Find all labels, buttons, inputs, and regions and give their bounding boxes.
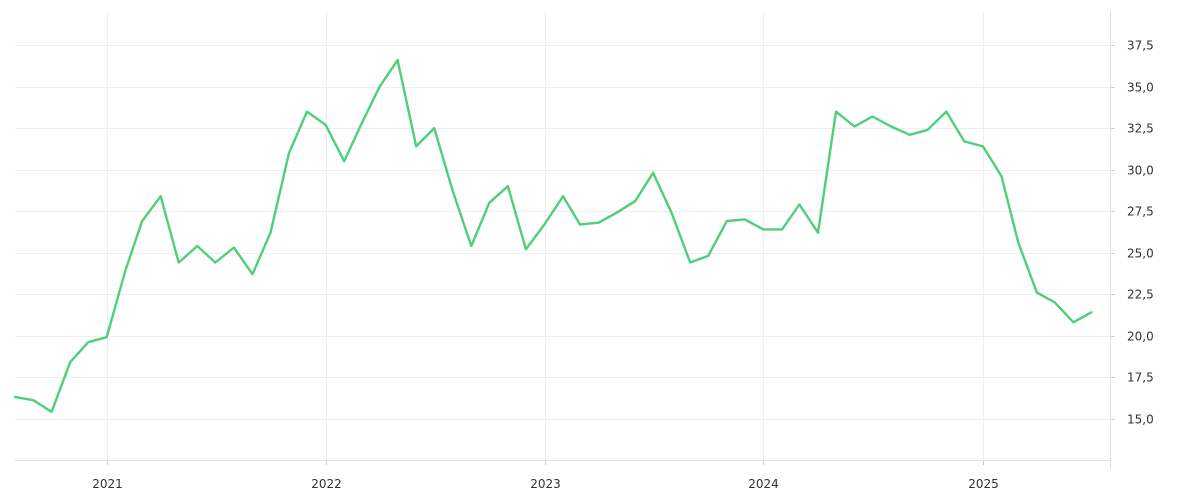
- x-tick-label: 2022: [311, 477, 342, 491]
- series-line: [13, 58, 1093, 414]
- y-tick-label: 22,5: [1127, 288, 1154, 302]
- y-tick-label: 27,5: [1127, 205, 1154, 219]
- horizontal-grid-lines: [15, 45, 1110, 420]
- y-tick-label: 20,0: [1127, 330, 1154, 344]
- y-tick-label: 30,0: [1127, 164, 1154, 178]
- x-tick-label: 2024: [748, 477, 779, 491]
- x-tick-label: 2023: [530, 477, 561, 491]
- series-layer: [13, 58, 1093, 414]
- y-tick-label: 15,0: [1127, 413, 1154, 427]
- y-axis-tick-labels: 15,0 17,5 20,0 22,5 25,0 27,5 30,0 32,5 35,0 37,5: [1127, 39, 1154, 427]
- y-tick-label: 25,0: [1127, 247, 1154, 261]
- x-tick-label: 2025: [968, 477, 999, 491]
- axes: [15, 12, 1115, 468]
- y-tick-label: 32,5: [1127, 122, 1154, 136]
- x-axis-tick-labels: 2021 2022 2023 2024 2025: [92, 477, 999, 491]
- x-tick-label: 2021: [92, 477, 123, 491]
- vertical-grid-lines: [107, 12, 984, 460]
- y-tick-label: 35,0: [1127, 81, 1154, 95]
- y-tick-label: 37,5: [1127, 39, 1154, 53]
- y-tick-label: 17,5: [1127, 371, 1154, 385]
